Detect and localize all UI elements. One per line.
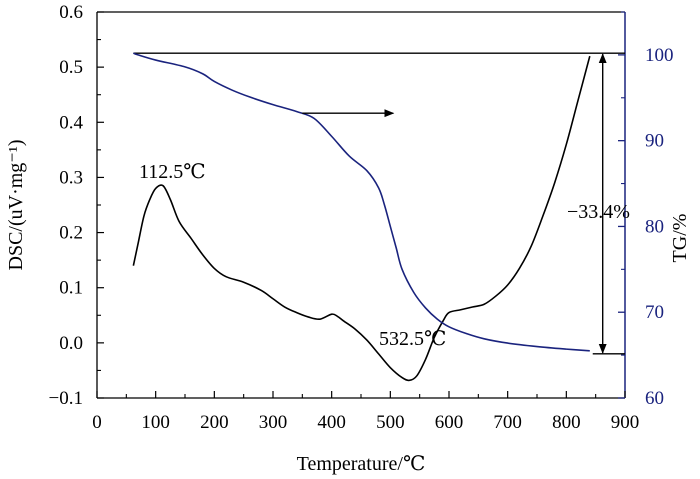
x-tick-label: 800 [552, 412, 581, 433]
x-tick-label: 400 [317, 412, 346, 433]
y-left-tick-label: −0.1 [49, 388, 83, 409]
left-axis-title: DSC/(uV·mg⁻¹) [5, 140, 27, 271]
y-left-tick-label: 0.1 [59, 278, 83, 299]
x-tick-label: 200 [200, 412, 229, 433]
x-tick-label: 500 [376, 412, 405, 433]
peak2-annotation: 532.5℃ [379, 328, 446, 350]
x-tick-label: 900 [611, 412, 640, 433]
x-tick-label: 700 [493, 412, 522, 433]
y-right-tick-label: 70 [645, 302, 664, 323]
y-left-tick-label: 0.4 [59, 112, 83, 133]
x-tick-label: 600 [435, 412, 464, 433]
y-right-tick-label: 100 [645, 45, 674, 66]
left-axis-ticks: −0.1 0.0 0.1 0.2 0.3 0.4 0.5 0.6 [49, 2, 104, 409]
x-axis-title: Temperature/℃ [297, 453, 426, 475]
y-left-tick-label: 0.5 [59, 57, 83, 78]
y-right-tick-label: 60 [645, 388, 664, 409]
right-axis-ticks: 60 70 80 90 100 [618, 11, 674, 409]
peak1-annotation: 112.5℃ [139, 161, 206, 183]
x-tick-label: 0 [92, 412, 102, 433]
y-left-tick-label: 0.2 [59, 223, 83, 244]
y-left-tick-label: 0.3 [59, 167, 83, 188]
y-right-tick-label: 90 [645, 131, 664, 152]
x-tick-label: 300 [259, 412, 288, 433]
dsc-series-line [132, 55, 591, 382]
mass-loss-annotation: −33.4% [567, 201, 630, 223]
y-left-tick-label: 0.0 [59, 333, 83, 354]
x-axis-ticks: 0 100 200 300 400 500 600 700 800 900 [92, 391, 639, 433]
tg-series-line [133, 52, 590, 352]
y-left-tick-label: 0.6 [59, 2, 83, 23]
y-right-tick-label: 80 [645, 216, 664, 237]
x-tick-label: 100 [141, 412, 170, 433]
right-axis-title: TG/% [669, 214, 691, 263]
